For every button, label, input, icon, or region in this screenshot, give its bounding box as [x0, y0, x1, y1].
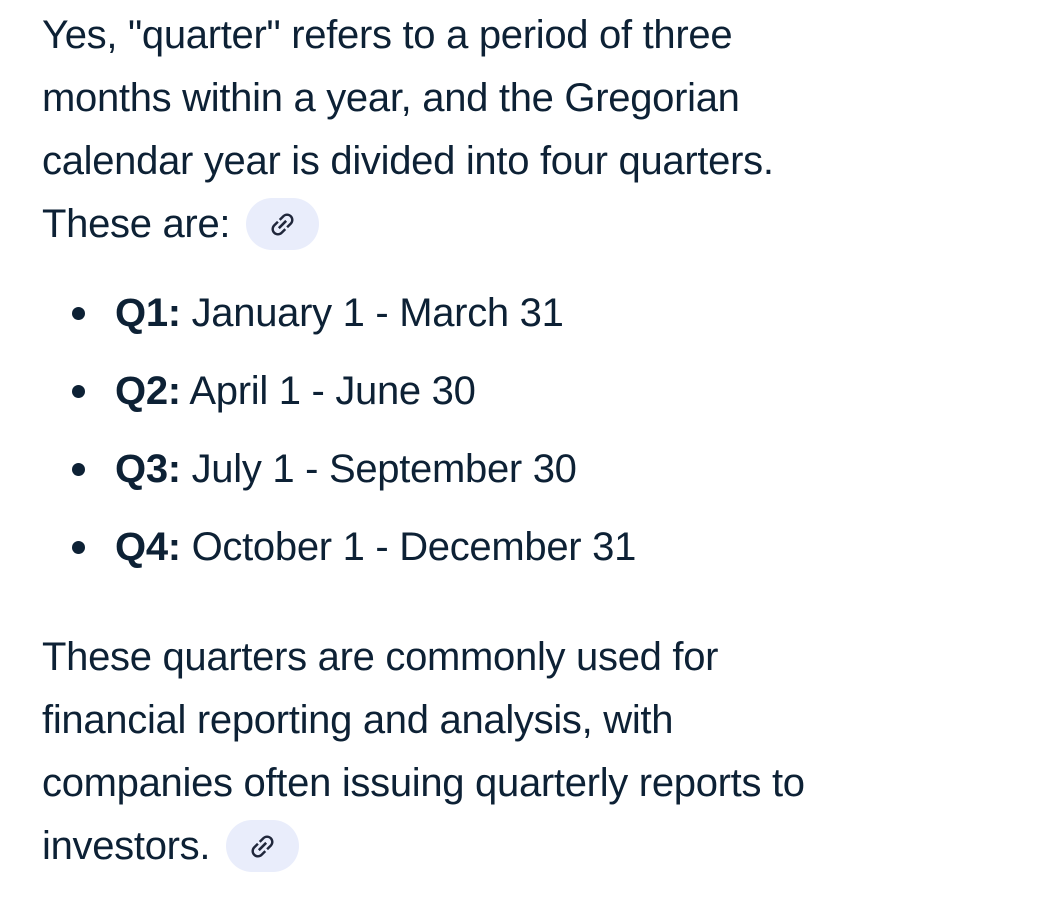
- quarter-range: April 1 - June 30: [189, 369, 476, 413]
- quarter-label: Q4:: [115, 525, 181, 569]
- intro-paragraph-text: Yes, "quarter" refers to a period of thr…: [42, 13, 774, 246]
- list-item-q4: Q4: October 1 - December 31: [42, 516, 862, 579]
- closing-paragraph: These quarters are commonly used for fin…: [42, 626, 862, 878]
- intro-paragraph: Yes, "quarter" refers to a period of thr…: [42, 4, 862, 256]
- closing-paragraph-text: These quarters are commonly used for fin…: [42, 635, 805, 868]
- quarter-range: October 1 - December 31: [191, 525, 637, 569]
- list-item-q1: Q1: January 1 - March 31: [42, 282, 862, 345]
- list-item-q2: Q2: April 1 - June 30: [42, 360, 862, 423]
- link-icon: [251, 835, 274, 858]
- quarter-label: Q1:: [115, 291, 181, 335]
- quarter-label: Q3:: [115, 447, 181, 491]
- quarter-label: Q2:: [115, 369, 181, 413]
- quarter-range: July 1 - September 30: [191, 447, 577, 491]
- citation-chip[interactable]: [226, 820, 300, 873]
- citation-chip[interactable]: [246, 198, 320, 251]
- quarter-range: January 1 - March 31: [191, 291, 564, 335]
- quarters-list: Q1: January 1 - March 31 Q2: April 1 - J…: [42, 282, 862, 579]
- assistant-response: Yes, "quarter" refers to a period of thr…: [42, 4, 862, 878]
- link-icon: [271, 213, 294, 236]
- list-item-q3: Q3: July 1 - September 30: [42, 438, 862, 501]
